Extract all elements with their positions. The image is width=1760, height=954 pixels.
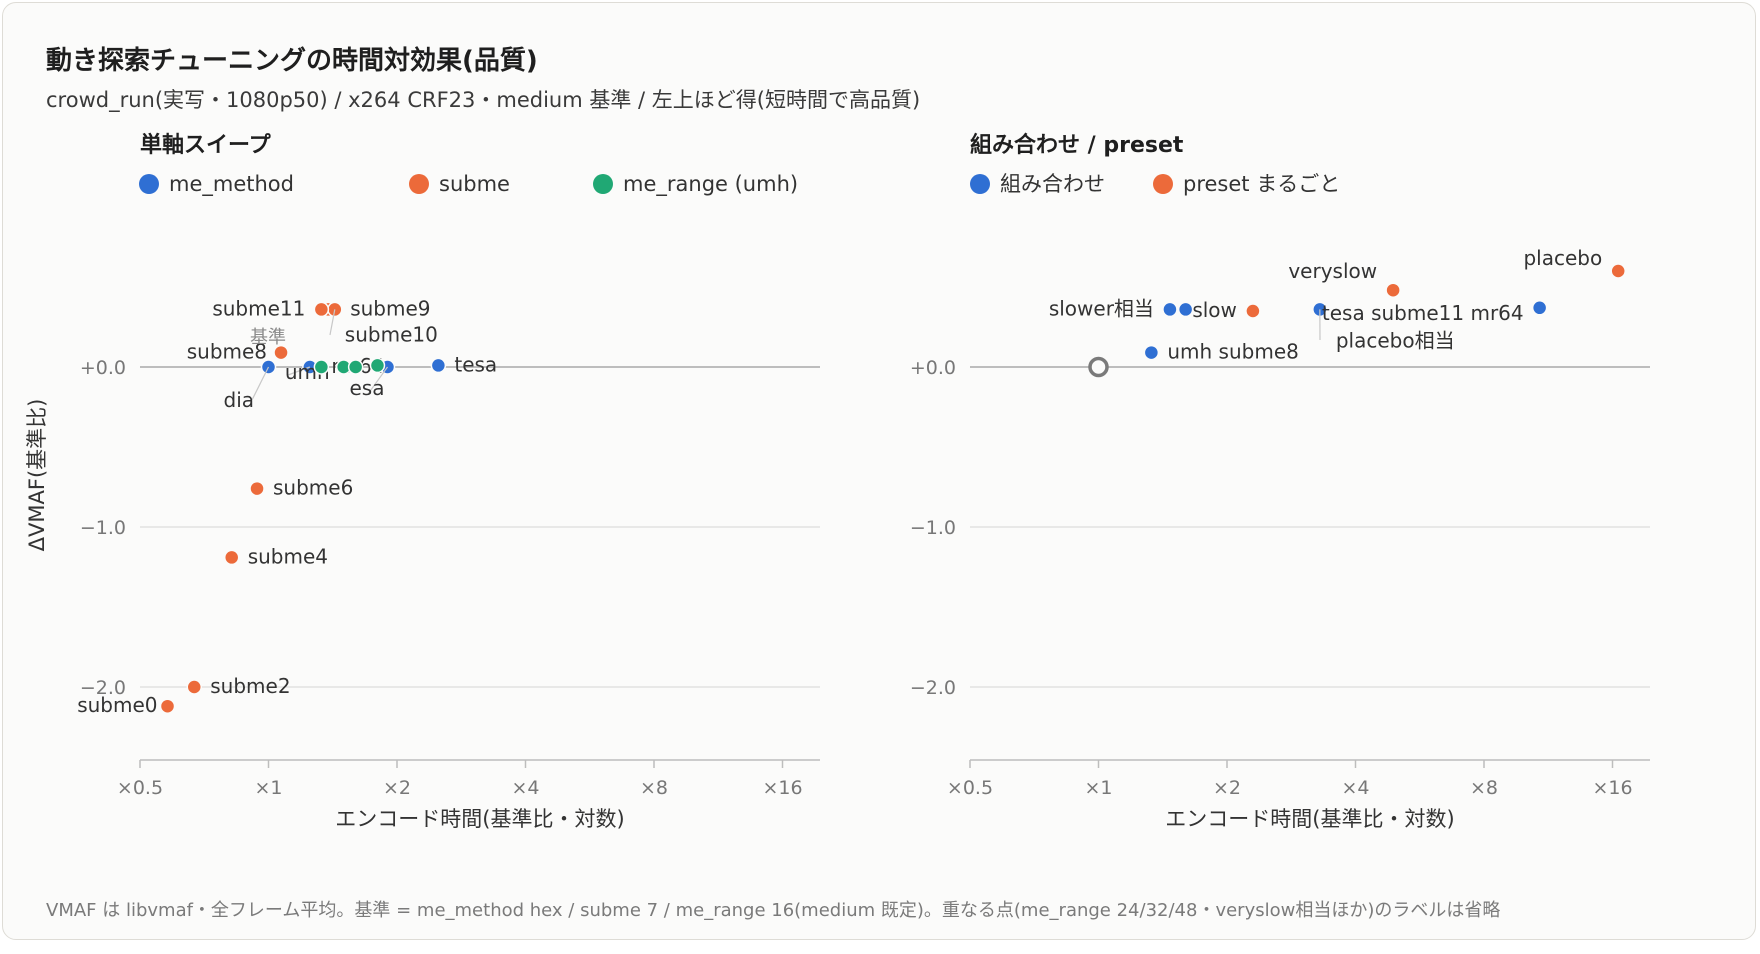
data-point (1610, 263, 1626, 279)
y-tick-label: −2.0 (80, 677, 126, 699)
data-point (1177, 301, 1194, 318)
point-label: dia (224, 388, 255, 412)
data-point (1143, 344, 1160, 361)
data-point (430, 357, 447, 374)
panel-title: 単軸スイープ (140, 132, 272, 158)
data-point (369, 357, 386, 374)
data-point (1385, 282, 1401, 298)
point-label: placebo (1523, 246, 1602, 270)
x-tick-label: ×8 (640, 777, 668, 799)
point-label: slow (1192, 298, 1237, 322)
chart-title: 動き探索チューニングの時間対効果(品質) (46, 46, 538, 76)
point-label: subme2 (210, 674, 290, 698)
x-axis-label: エンコード時間(基準比・対数) (1165, 807, 1454, 831)
y-tick-label: +0.0 (80, 357, 126, 379)
x-tick-label: ×1 (1084, 777, 1112, 799)
y-tick-label: −1.0 (80, 517, 126, 539)
point-label: esa (349, 376, 384, 400)
baseline-point (1088, 356, 1109, 378)
point-label: slower相当 (1049, 296, 1154, 320)
label-leader (251, 366, 270, 401)
legend-marker (593, 174, 613, 194)
legend-label: me_range (umh) (623, 172, 798, 197)
x-tick-label: ×4 (1341, 777, 1369, 799)
point-label: tesa subme11 mr64 (1322, 301, 1524, 325)
data-point (313, 301, 330, 318)
chart-subtitle: crowd_run(実写・1080p50) / x264 CRF23・mediu… (46, 88, 921, 112)
y-axis-label: ΔVMAF(基準比) (25, 399, 49, 552)
point-label: subme9 (350, 296, 430, 320)
data-point (223, 549, 240, 566)
x-tick-label: ×2 (1213, 777, 1241, 799)
data-point (249, 480, 265, 497)
x-tick-label: ×0.5 (947, 777, 993, 799)
baseline-label: 基準 (250, 327, 286, 348)
x-tick-label: ×4 (511, 777, 539, 799)
panel-title: 組み合わせ / preset (970, 132, 1184, 158)
data-point (1245, 303, 1261, 319)
y-tick-label: +0.0 (910, 357, 956, 379)
data-point (347, 359, 364, 375)
point-label: subme10 (345, 322, 438, 346)
point-label: subme6 (273, 476, 353, 500)
chart-card (2, 2, 1756, 940)
point-label: subme8 (187, 340, 267, 364)
point-label: veryslow (1288, 259, 1377, 283)
legend-label: preset まるごと (1183, 172, 1340, 196)
y-tick-label: −2.0 (910, 677, 956, 699)
footnote: VMAF は libvmaf・全フレーム平均。基準 = me_method he… (46, 900, 1501, 921)
data-point (273, 344, 289, 361)
label-leader (367, 366, 388, 395)
data-point (313, 359, 330, 375)
label-leader (329, 309, 336, 336)
legend-label: me_method (169, 172, 294, 197)
point-label: placebo相当 (1336, 328, 1455, 352)
data-point (186, 679, 203, 695)
legend-marker (970, 174, 990, 194)
data-point (1531, 300, 1548, 316)
legend-label: 組み合わせ (1000, 172, 1105, 196)
point-label: subme4 (248, 544, 328, 568)
legend-label: subme (439, 172, 510, 196)
label-leader (287, 366, 311, 376)
x-axis-label: エンコード時間(基準比・対数) (335, 807, 624, 831)
legend-marker (139, 174, 159, 194)
x-tick-label: ×0.5 (117, 777, 163, 799)
x-tick-label: ×16 (762, 777, 802, 799)
point-label: subme11 (212, 296, 305, 320)
data-point (1162, 301, 1178, 318)
x-tick-label: ×16 (1592, 777, 1632, 799)
point-label: tesa (454, 352, 497, 376)
legend-marker (409, 174, 429, 194)
x-tick-label: ×2 (383, 777, 411, 799)
y-tick-label: −1.0 (910, 517, 956, 539)
point-label: subme0 (77, 693, 157, 717)
data-point (159, 698, 176, 714)
x-tick-label: ×8 (1470, 777, 1498, 799)
x-tick-label: ×1 (254, 777, 282, 799)
legend-marker (1153, 174, 1173, 194)
point-label: umh subme8 (1167, 340, 1299, 364)
